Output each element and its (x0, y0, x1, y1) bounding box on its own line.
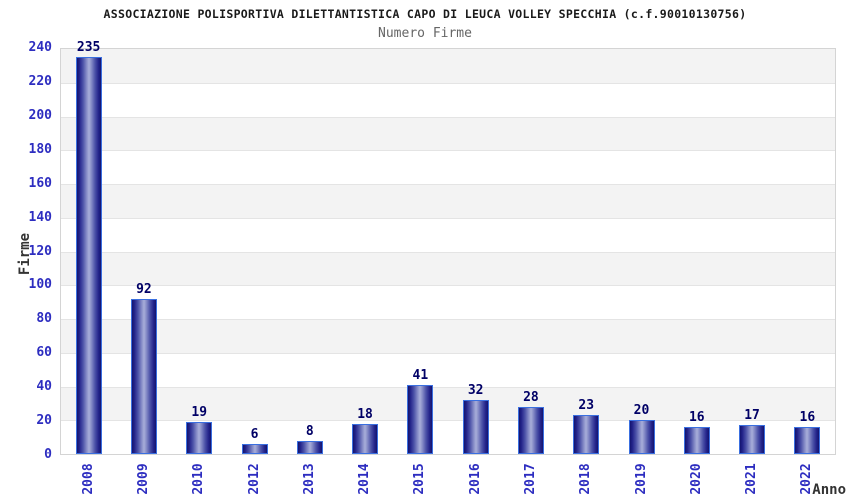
x-tick-label: 2020 (688, 463, 704, 495)
bar-2008 (75, 57, 102, 454)
x-tick-label: 2010 (191, 463, 207, 495)
chart-title: ASSOCIAZIONE POLISPORTIVA DILETTANTISTIC… (103, 7, 747, 21)
y-tick-label: 220 (28, 73, 52, 89)
x-tick-label: 2009 (135, 463, 151, 495)
grid-band (61, 82, 835, 117)
y-tick-label: 0 (44, 447, 52, 462)
bar-value-label: 18 (357, 406, 373, 422)
bar-2012 (241, 443, 268, 454)
bar-2014 (352, 423, 379, 454)
x-tick-label: 2015 (412, 463, 428, 495)
y-tick-label: 180 (28, 141, 52, 157)
grid-band (61, 386, 835, 421)
grid-band (61, 116, 835, 151)
bar-value-label: 8 (305, 423, 314, 439)
bar-2010 (186, 421, 213, 454)
plot-area (60, 48, 836, 455)
y-tick-label: 40 (36, 379, 52, 395)
chart-subtitle: Numero Firme (378, 26, 472, 41)
bar-2009 (130, 298, 157, 454)
bar-2017 (517, 406, 544, 454)
grid-band (61, 285, 835, 319)
grid-band (61, 251, 835, 286)
bar-2021 (739, 425, 766, 454)
y-tick-label: 100 (28, 277, 52, 293)
grid-band (61, 319, 835, 353)
bar-2015 (407, 384, 434, 454)
bar-value-label: 32 (467, 383, 484, 398)
grid-band (61, 217, 835, 252)
x-tick-label: 2014 (357, 463, 373, 495)
x-tick-label: 2012 (246, 463, 262, 495)
bar-value-label: 6 (250, 426, 259, 442)
y-tick-label: 80 (36, 311, 52, 327)
grid-band (61, 184, 835, 218)
y-tick-label: 160 (28, 175, 52, 191)
x-tick-label: 2019 (633, 463, 649, 495)
bar-2013 (296, 440, 323, 454)
bar-2018 (573, 415, 600, 454)
grid-band (61, 420, 835, 454)
y-tick-label: 200 (28, 107, 52, 123)
bar-2019 (628, 420, 655, 454)
y-tick-label: 240 (28, 40, 52, 55)
bar-value-label: 16 (799, 410, 816, 425)
bar-value-label: 17 (744, 408, 760, 424)
bar-value-label: 16 (688, 410, 705, 425)
grid-band (61, 352, 835, 387)
y-tick-label: 20 (36, 413, 52, 429)
x-tick-label: 2013 (301, 463, 317, 495)
x-tick-label: 2018 (578, 463, 594, 495)
bar-value-label: 19 (191, 404, 208, 420)
x-tick-label: 2017 (522, 463, 538, 495)
y-tick-label: 60 (36, 345, 52, 361)
bar-value-label: 92 (136, 281, 152, 297)
bar-value-label: 23 (578, 398, 595, 414)
x-axis-title: Anno (812, 482, 846, 498)
bar-value-label: 235 (76, 40, 101, 56)
grid-band (61, 49, 835, 83)
y-tick-label: 120 (28, 243, 52, 259)
bar-2020 (683, 427, 710, 454)
bar-value-label: 41 (412, 367, 429, 383)
bar-value-label: 28 (523, 389, 539, 405)
x-tick-label: 2021 (744, 463, 760, 495)
bar-2022 (794, 427, 821, 454)
bar-value-label: 20 (633, 403, 650, 419)
grid-band (61, 150, 835, 184)
x-tick-label: 2016 (467, 463, 483, 495)
y-tick-label: 140 (28, 209, 52, 225)
bar-2016 (462, 400, 489, 454)
x-tick-label: 2008 (80, 463, 96, 495)
